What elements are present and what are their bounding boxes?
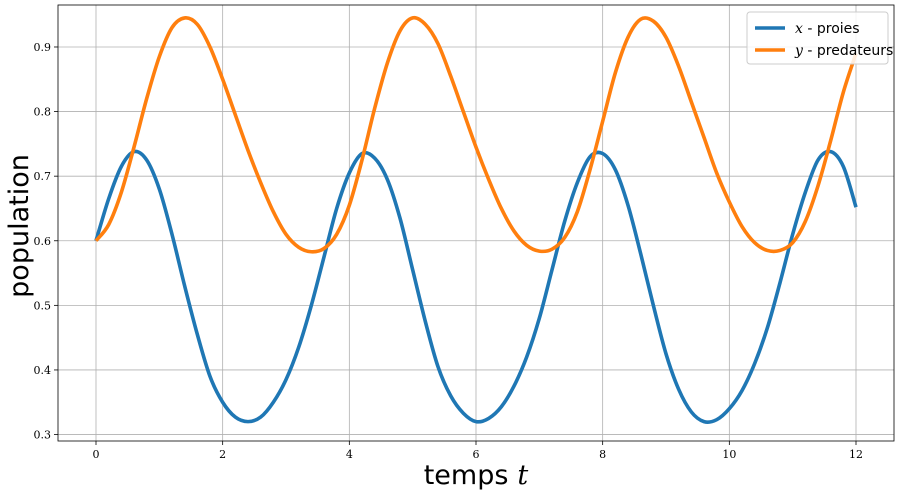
legend-label-predateurs: predateurs xyxy=(817,43,893,59)
y-tick-label: 0.9 xyxy=(34,41,52,54)
x-axis-label: temps t xyxy=(424,460,529,491)
y-axis-label: population xyxy=(4,154,35,298)
x-tick-label: 6 xyxy=(473,448,480,461)
x-tick-label: 2 xyxy=(219,448,226,461)
x-tick-label: 12 xyxy=(849,448,863,461)
x-tick-label: 10 xyxy=(722,448,736,461)
x-axis-label-text: temps xyxy=(424,460,509,491)
y-tick-label: 0.7 xyxy=(34,170,52,183)
legend-entry-predateurs: y - predateurs xyxy=(794,43,893,59)
x-axis-label-variable: t xyxy=(517,460,528,491)
legend-label-proies: proies xyxy=(817,21,860,37)
legend-sep-proies: - xyxy=(803,21,817,37)
series-line-proies xyxy=(94,149,858,424)
legend-sep-predateurs: - xyxy=(803,43,817,59)
y-tick-label: 0.5 xyxy=(34,299,52,312)
legend-var-predateurs: y xyxy=(794,43,804,59)
x-tick-label: 8 xyxy=(599,448,606,461)
series-line-predateurs xyxy=(94,15,858,254)
x-tick-label: 0 xyxy=(93,448,100,461)
y-tick-label: 0.3 xyxy=(34,429,52,442)
axis-ticks: 0 2 4 6 8 10 12 0.3 0.4 0.5 0.6 0.7 0.8 0.9 xyxy=(34,41,864,461)
y-tick-label: 0.6 xyxy=(34,235,52,248)
legend: x - proies y - predateurs xyxy=(746,11,893,65)
legend-var-proies: x xyxy=(795,21,803,37)
legend-entry-proies: x - proies xyxy=(795,21,860,37)
series-lines xyxy=(94,15,858,424)
x-tick-label: 4 xyxy=(346,448,353,461)
y-tick-label: 0.4 xyxy=(34,364,52,377)
y-tick-label: 0.8 xyxy=(34,106,52,119)
